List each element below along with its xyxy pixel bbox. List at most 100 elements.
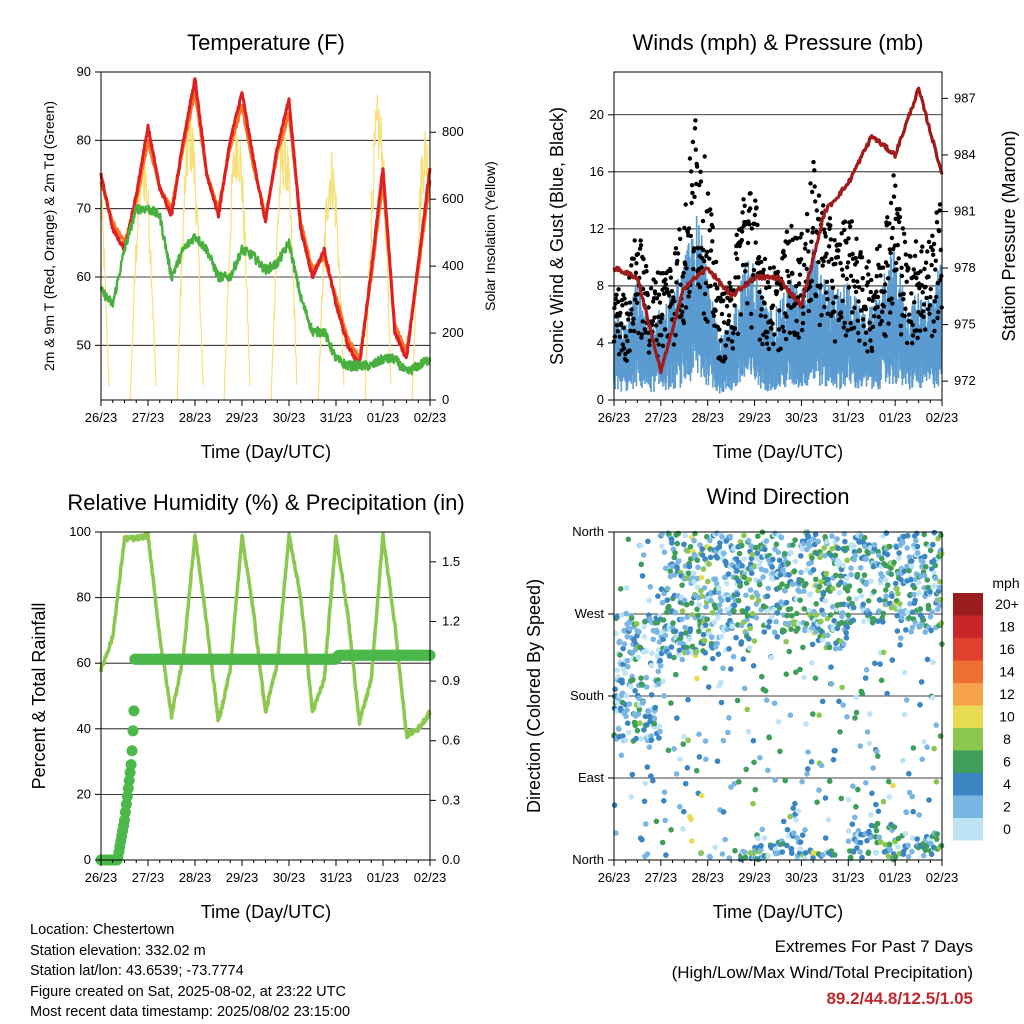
gust-point [821, 258, 826, 264]
wind-direction-point [624, 633, 631, 640]
gust-point [806, 308, 811, 314]
gust-point [635, 251, 641, 257]
wind-direction-point [759, 673, 765, 680]
gust-point [927, 303, 933, 308]
gust-point [886, 321, 891, 326]
wind-direction-point [717, 608, 724, 614]
gust-point [713, 259, 719, 265]
gust-point [636, 330, 641, 336]
wind-direction-point [864, 837, 870, 844]
wind-direction-point [747, 625, 753, 632]
gust-point [856, 285, 862, 290]
wind-direction-point [646, 597, 652, 604]
wind-direction-point [691, 537, 697, 544]
x-tick-label: 01/23 [367, 410, 400, 425]
gust-point [831, 300, 836, 306]
gust-point [748, 206, 753, 211]
wind-direction-point [921, 738, 927, 745]
gust-point [826, 244, 832, 249]
gust-point [751, 267, 757, 273]
gust-point [824, 251, 829, 256]
wind-direction-point [681, 541, 687, 548]
wind-direction-point [798, 553, 804, 559]
gust-point [640, 319, 645, 324]
gust-point [814, 208, 819, 213]
gust-point [845, 328, 850, 333]
wind-direction-point [792, 800, 798, 807]
wind-direction-point [675, 651, 682, 658]
winds-ylabel: Sonic Wind & Gust (Blue, Black) [547, 107, 567, 365]
gust-point [832, 339, 838, 344]
gust-point [668, 275, 674, 280]
x-tick-label: 28/23 [179, 870, 212, 885]
y-tick-label: 40 [77, 721, 91, 736]
winds-title: Winds (mph) & Pressure (mb) [633, 30, 924, 55]
wind-direction-point [784, 826, 791, 833]
wind-direction-point [852, 715, 858, 721]
gust-point [710, 239, 715, 244]
wind-direction-point [758, 842, 764, 849]
wind-direction-point [915, 550, 921, 556]
gust-point [690, 139, 696, 145]
gust-point [708, 283, 713, 289]
wind-direction-point [627, 683, 634, 690]
wind-direction-point [788, 626, 794, 632]
gust-point [799, 231, 804, 236]
gust-point [659, 312, 665, 317]
gust-point [759, 295, 765, 300]
gust-point [858, 250, 863, 255]
wind-direction-point [616, 638, 623, 645]
wind-direction-point [661, 549, 668, 555]
gust-point [868, 289, 873, 295]
wind-direction-point [750, 663, 757, 669]
wind-direction-point [850, 849, 857, 855]
wind-direction-point [741, 532, 747, 539]
wind-direction-point [877, 597, 883, 603]
wind-direction-point [825, 817, 832, 823]
gust-point [821, 227, 827, 232]
colorbar-label: 14 [999, 664, 1015, 680]
wind-direction-point [653, 818, 660, 825]
gust-point [654, 296, 660, 301]
wind-direction-point [665, 747, 672, 754]
gust-point [759, 307, 764, 312]
wind-direction-point [792, 537, 798, 543]
wind-direction-point [837, 729, 843, 735]
gust-point [842, 320, 847, 326]
gust-point [778, 346, 783, 351]
wind-direction-point [718, 633, 725, 640]
wind-direction-point [822, 598, 829, 604]
wind-direction-point [628, 794, 635, 800]
x-tick-label: 30/23 [785, 870, 818, 885]
gust-point [616, 287, 621, 292]
gust-point [920, 290, 925, 295]
gust-point [772, 332, 777, 337]
total-rainfall-point [119, 806, 131, 818]
wind-direction-point [681, 734, 687, 740]
gust-point [895, 211, 900, 216]
wind-direction-point [860, 601, 866, 608]
gust-point [838, 310, 844, 315]
gust-point [693, 118, 698, 123]
wind-direction-point [837, 573, 844, 579]
gust-point [725, 295, 730, 300]
gust-point [888, 310, 893, 315]
wind-direction-point [687, 626, 694, 632]
y-tick-label: 16 [590, 164, 604, 179]
wind-direction-point [695, 564, 701, 571]
wind-direction-point [682, 780, 689, 787]
gust-point [910, 341, 915, 346]
gust-point [757, 289, 762, 295]
wind-direction-point [725, 729, 731, 736]
gust-point [680, 274, 685, 279]
wind-direction-point [753, 615, 760, 621]
wind-direction-point [647, 584, 654, 590]
wind-direction-point [910, 745, 917, 751]
wind-direction-point [672, 550, 678, 556]
wind-direction-point [854, 571, 861, 578]
wind-direction-point [685, 570, 692, 576]
wind-direction-point [688, 600, 695, 606]
wind-direction-point [916, 812, 922, 818]
gust-point [862, 341, 868, 347]
wind-direction-point [693, 648, 700, 655]
